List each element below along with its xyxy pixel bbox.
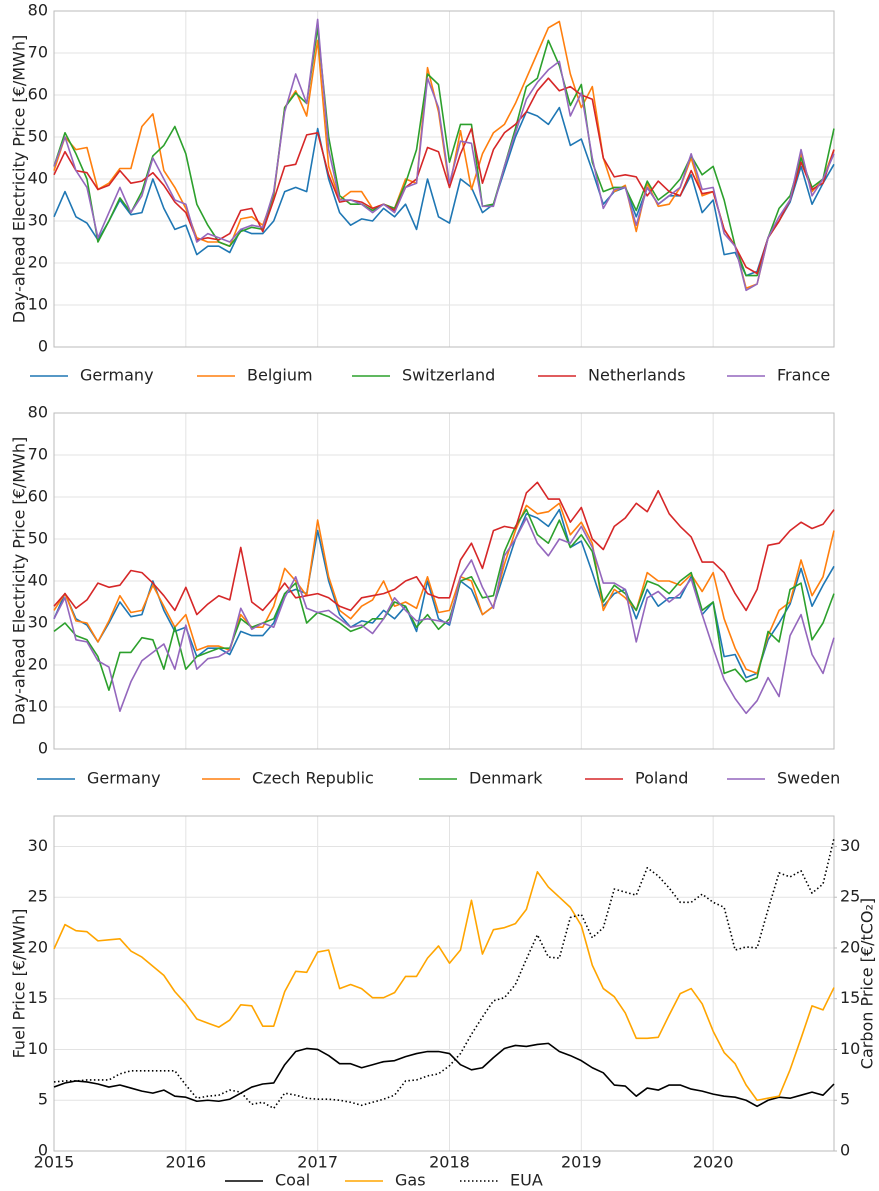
- y-axis-label: Day-ahead Electricity Price [€/MWh]: [10, 437, 29, 725]
- x-tick-label: 2020: [693, 1153, 734, 1172]
- y-tick-label: 30: [28, 613, 48, 632]
- series-line: [53, 481, 835, 616]
- legend-label: France: [777, 366, 830, 385]
- panel: 0 5 10 15 20 25 30 0 5 10 15 20 25 30 2015 2016 2017 2018…: [10, 815, 877, 1190]
- y-tick-label: 10: [28, 1039, 48, 1058]
- y-tick-label: 10: [28, 295, 48, 314]
- x-tick-label: 2018: [429, 1153, 470, 1172]
- series-line: [53, 77, 835, 275]
- legend-label: Germany: [87, 769, 161, 788]
- y-axis-label: Day-ahead Electricity Price [€/MWh]: [10, 35, 29, 323]
- series-line: [53, 20, 835, 289]
- panel: 0 10 20 30 40 50 60 70 80 Day-ahead Electricity P…: [10, 1, 835, 385]
- x-tick-label: 2015: [34, 1153, 75, 1172]
- legend-label: Germany: [80, 366, 154, 385]
- legend-label: Gas: [395, 1171, 426, 1190]
- plot-frame: [53, 815, 835, 1152]
- y2-tick-label: 25: [840, 887, 860, 906]
- y-tick-label: 50: [28, 529, 48, 548]
- y-tick-label: 80: [28, 403, 48, 422]
- y-tick-label: 70: [28, 445, 48, 464]
- y-tick-label: 40: [28, 169, 48, 188]
- y-tick-label: 0: [38, 337, 48, 356]
- series-line: [53, 502, 835, 675]
- series-line: [53, 1042, 835, 1108]
- legend-label: Switzerland: [402, 366, 495, 385]
- y2-tick-label: 15: [840, 988, 860, 1007]
- y2-tick-label: 30: [840, 836, 860, 855]
- y-axis-label: Fuel Price [€/MWh]: [10, 909, 29, 1059]
- y-tick-label: 30: [28, 836, 48, 855]
- panel: 0 10 20 30 40 50 60 70 80 Day-ahead Electricity P…: [10, 403, 841, 788]
- x-tick-label: 2019: [561, 1153, 602, 1172]
- x-tick-label: 2016: [165, 1153, 206, 1172]
- y-tick-label: 5: [38, 1090, 48, 1109]
- y-tick-label: 70: [28, 43, 48, 62]
- y-tick-label: 0: [38, 1141, 48, 1160]
- y-tick-label: 20: [28, 253, 48, 272]
- series-line: [53, 871, 835, 1102]
- legend-label: Belgium: [247, 366, 313, 385]
- y-tick-label: 20: [28, 937, 48, 956]
- series-line: [53, 27, 835, 277]
- y-tick-label: 20: [28, 655, 48, 674]
- legend-label: EUA: [510, 1171, 543, 1190]
- y2-tick-label: 5: [840, 1090, 850, 1109]
- y2-tick-label: 10: [840, 1039, 860, 1058]
- series-line: [53, 517, 835, 715]
- series-line: [53, 508, 835, 691]
- legend-label: Coal: [275, 1171, 310, 1190]
- y2-axis-label: Carbon Price [€/tCO₂]: [858, 898, 877, 1069]
- series-line: [53, 508, 835, 679]
- y-tick-label: 80: [28, 1, 48, 20]
- y-tick-label: 60: [28, 85, 48, 104]
- y-tick-label: 60: [28, 487, 48, 506]
- legend-label: Denmark: [469, 769, 543, 788]
- legend-label: Poland: [635, 769, 688, 788]
- y-tick-label: 15: [28, 988, 48, 1007]
- y-tick-label: 40: [28, 571, 48, 590]
- y2-tick-label: 0: [840, 1141, 850, 1160]
- legend-label: Netherlands: [588, 366, 686, 385]
- plot-frame: [53, 412, 835, 750]
- x-tick-label: 2017: [297, 1153, 338, 1172]
- legend-label: Sweden: [777, 769, 840, 788]
- legend-label: Czech Republic: [252, 769, 374, 788]
- y2-tick-label: 20: [840, 937, 860, 956]
- y-tick-label: 25: [28, 887, 48, 906]
- y-tick-label: 10: [28, 697, 48, 716]
- series-line: [53, 838, 835, 1110]
- y-tick-label: 30: [28, 211, 48, 230]
- series-line: [53, 18, 835, 292]
- plot-frame: [53, 10, 835, 348]
- series-line: [53, 106, 835, 277]
- y-tick-label: 50: [28, 127, 48, 146]
- y-tick-label: 0: [38, 739, 48, 758]
